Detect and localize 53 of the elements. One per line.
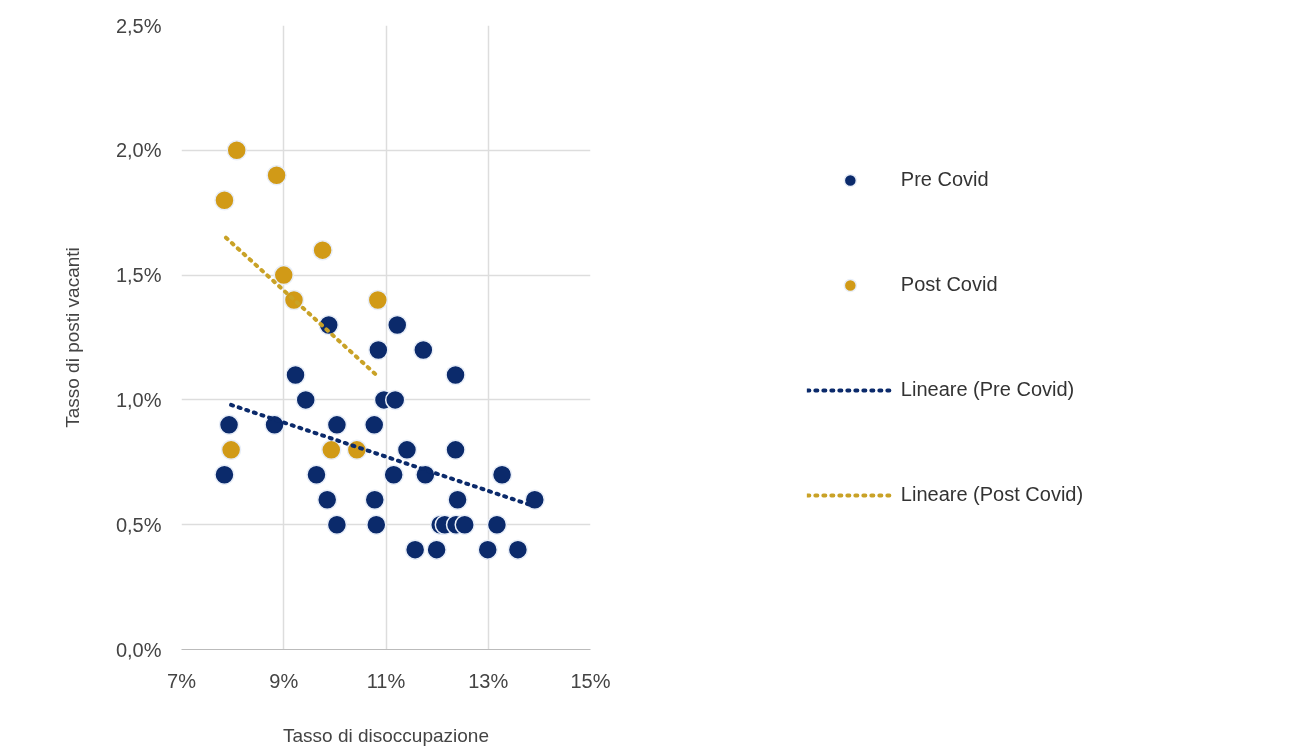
point xyxy=(383,464,404,486)
point xyxy=(368,339,389,361)
point xyxy=(507,539,529,560)
x-tick-label: 11% xyxy=(366,669,406,692)
point xyxy=(326,414,348,436)
legend-label: Post Covid xyxy=(900,272,998,297)
point xyxy=(220,439,242,461)
legend-label: Pre Covid xyxy=(900,167,989,192)
x-tick-label: 7% xyxy=(167,669,197,692)
point xyxy=(364,489,385,510)
point xyxy=(326,514,348,535)
x-tick-label: 9% xyxy=(269,669,299,692)
point xyxy=(366,514,387,535)
point xyxy=(218,414,240,436)
point xyxy=(426,539,447,560)
y-tick-label: 2,5% xyxy=(115,14,162,37)
legend-label: Lineare (Pre Covid) xyxy=(900,377,1075,402)
point xyxy=(285,364,306,386)
point xyxy=(445,439,466,461)
point xyxy=(226,140,247,161)
point xyxy=(266,165,287,186)
point xyxy=(363,414,385,436)
point xyxy=(367,289,389,311)
point xyxy=(295,389,316,411)
point xyxy=(321,439,342,461)
y-tick-label: 0,5% xyxy=(115,513,162,536)
x-tick-label: 15% xyxy=(570,669,611,692)
point xyxy=(486,514,508,535)
point xyxy=(477,539,498,560)
point xyxy=(445,364,466,386)
y-tick-label: 1,0% xyxy=(115,388,162,411)
point xyxy=(447,489,468,510)
point xyxy=(396,439,418,461)
point xyxy=(273,264,294,286)
point xyxy=(413,339,434,361)
point xyxy=(312,239,333,261)
point xyxy=(491,464,513,486)
point xyxy=(316,489,338,510)
point xyxy=(214,189,235,211)
y-tick-label: 0,0% xyxy=(115,638,162,661)
point xyxy=(404,539,426,560)
point xyxy=(524,489,546,510)
y-tick-label: 1,5% xyxy=(115,264,162,287)
point xyxy=(384,389,406,411)
point xyxy=(454,514,475,535)
x-tick-label: 13% xyxy=(468,669,509,692)
legend-label: Lineare (Post Covid) xyxy=(900,482,1084,507)
y-tick-label: 2,0% xyxy=(115,139,162,162)
x-axis-title: Tasso di disoccupazione xyxy=(283,724,489,746)
point xyxy=(387,314,408,336)
y-axis-title: Tasso di posti vacanti xyxy=(61,247,83,428)
point xyxy=(214,464,235,486)
point xyxy=(306,464,327,486)
